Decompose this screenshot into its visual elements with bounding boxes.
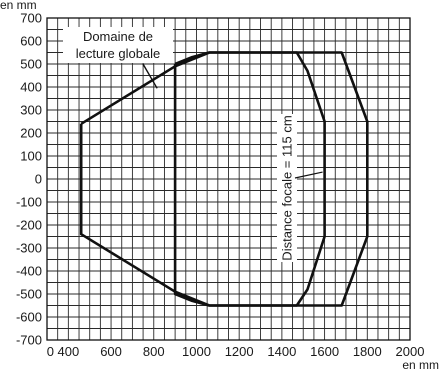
y-tick-label: 100: [20, 149, 42, 164]
y-axis-ticks: 700 600 500 400 300 200 100 0 -100 -200 -300 -400 -5…: [16, 11, 42, 348]
plot-border: [46, 17, 411, 341]
grid: [46, 17, 411, 341]
x-tick-label: 800: [143, 344, 165, 359]
annotation-box: [277, 114, 297, 262]
y-tick-label: -200: [16, 218, 42, 233]
y-tick-label: 300: [20, 103, 42, 118]
y-tick-label: -100: [16, 195, 42, 210]
x-tick-label: 1200: [225, 344, 254, 359]
annotation-leader: [294, 171, 323, 179]
x-tick-label: 1000: [182, 344, 211, 359]
y-tick-label: 600: [20, 34, 42, 49]
annotation-layer: Domaine de lecture globale Distance focale…: [63, 27, 323, 262]
x-unit-label: en mm: [402, 358, 439, 371]
annotation-text: Domaine de: [83, 29, 153, 44]
x-tick-label: 1400: [267, 344, 296, 359]
y-tick-label: -400: [16, 264, 42, 279]
y-tick-label: 500: [20, 57, 42, 72]
x-tick-label: 2000: [396, 344, 425, 359]
annotation-box: [63, 27, 173, 63]
x-tick-label: 1600: [310, 344, 339, 359]
plot-frame: [46, 17, 411, 341]
x-tick-label: 1800: [353, 344, 382, 359]
y-tick-label: 200: [20, 126, 42, 141]
y-tick-label: -600: [16, 310, 42, 325]
y-unit-label: en mm: [0, 0, 37, 12]
focal-distance-zone-line: [173, 51, 326, 307]
y-tick-label: -700: [16, 333, 42, 348]
y-tick-label: 0: [35, 172, 42, 187]
annotation-text: Distance focale = 115 cm: [280, 115, 295, 260]
x-tick-label: 0 400: [47, 344, 80, 359]
y-tick-label: -500: [16, 287, 42, 302]
series-layer: [79, 51, 369, 307]
outer-reading-zone-line: [79, 51, 369, 307]
y-tick-label: 400: [20, 80, 42, 95]
annotation-leader: [142, 63, 158, 89]
y-tick-label: -300: [16, 241, 42, 256]
y-tick-label: 700: [20, 11, 42, 26]
annotation-text: lecture globale: [76, 46, 161, 61]
x-tick-label: 600: [100, 344, 122, 359]
x-axis-ticks: 0 400 600 800 1000 1200 1400 1600 1800 2000: [47, 344, 425, 359]
